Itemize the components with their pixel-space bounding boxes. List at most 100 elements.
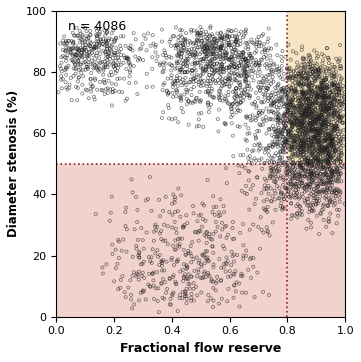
- Point: [72, 62, 78, 67]
- Point: [331, 144, 337, 150]
- Point: [275, 122, 281, 128]
- Point: [323, 145, 329, 151]
- Point: [308, 66, 313, 72]
- Point: [329, 70, 334, 76]
- Point: [229, 106, 235, 112]
- Point: [316, 66, 322, 72]
- Point: [179, 295, 185, 301]
- Point: [342, 89, 348, 95]
- Point: [325, 203, 331, 209]
- Point: [290, 75, 296, 81]
- Point: [184, 88, 190, 93]
- Point: [106, 54, 112, 59]
- Point: [309, 139, 315, 145]
- Point: [226, 78, 232, 84]
- Point: [309, 151, 315, 156]
- Point: [273, 129, 279, 135]
- Point: [221, 203, 226, 209]
- Point: [304, 188, 309, 193]
- Point: [266, 96, 272, 101]
- Point: [309, 115, 315, 121]
- Point: [339, 90, 344, 96]
- Point: [235, 54, 241, 60]
- Point: [329, 137, 335, 143]
- Point: [331, 123, 337, 129]
- Point: [282, 91, 288, 97]
- Point: [222, 93, 228, 99]
- Point: [297, 103, 303, 109]
- Point: [245, 44, 251, 50]
- Point: [306, 184, 312, 189]
- Point: [306, 52, 312, 58]
- Point: [319, 87, 325, 93]
- Point: [215, 116, 221, 122]
- Point: [330, 136, 336, 142]
- Point: [249, 74, 255, 80]
- Point: [136, 269, 142, 274]
- Point: [220, 52, 226, 58]
- Point: [318, 162, 324, 168]
- Point: [301, 94, 307, 100]
- Point: [288, 98, 294, 104]
- Point: [268, 165, 273, 171]
- Point: [322, 88, 327, 94]
- Point: [212, 94, 217, 100]
- Point: [332, 148, 338, 154]
- Point: [267, 159, 273, 165]
- Point: [338, 171, 344, 177]
- Point: [328, 111, 334, 117]
- Point: [321, 153, 326, 159]
- Point: [295, 79, 301, 84]
- Point: [298, 173, 304, 178]
- Point: [313, 69, 318, 75]
- Point: [286, 83, 292, 89]
- Point: [116, 58, 122, 63]
- Point: [289, 112, 295, 118]
- Point: [330, 95, 336, 101]
- Point: [280, 148, 286, 154]
- Point: [126, 59, 132, 65]
- Point: [248, 51, 253, 57]
- Point: [257, 122, 263, 128]
- Point: [217, 54, 223, 60]
- Point: [119, 89, 125, 95]
- Point: [298, 144, 304, 150]
- Point: [273, 165, 278, 171]
- Point: [314, 110, 319, 116]
- Point: [276, 125, 282, 131]
- Point: [212, 36, 218, 42]
- Point: [300, 84, 305, 89]
- Point: [307, 98, 313, 104]
- Point: [321, 93, 327, 99]
- Point: [309, 69, 315, 75]
- Point: [243, 63, 249, 68]
- Point: [160, 62, 165, 68]
- Point: [338, 140, 344, 146]
- Point: [314, 126, 319, 132]
- Point: [316, 94, 322, 100]
- Point: [235, 163, 241, 168]
- Point: [331, 108, 337, 114]
- Point: [238, 41, 243, 47]
- Point: [323, 76, 329, 82]
- Point: [228, 274, 234, 279]
- Point: [323, 145, 329, 151]
- Point: [300, 74, 306, 80]
- Point: [234, 34, 240, 40]
- Point: [309, 173, 314, 178]
- Point: [178, 67, 183, 73]
- Point: [272, 85, 278, 90]
- Point: [222, 55, 228, 61]
- Point: [177, 94, 183, 100]
- Point: [341, 99, 347, 105]
- Point: [245, 267, 251, 273]
- Point: [172, 219, 178, 225]
- Point: [306, 97, 312, 103]
- Point: [211, 262, 217, 268]
- Point: [238, 87, 244, 93]
- Point: [314, 165, 320, 171]
- Point: [234, 109, 239, 115]
- Point: [75, 79, 81, 84]
- Point: [176, 59, 182, 64]
- Point: [175, 208, 181, 214]
